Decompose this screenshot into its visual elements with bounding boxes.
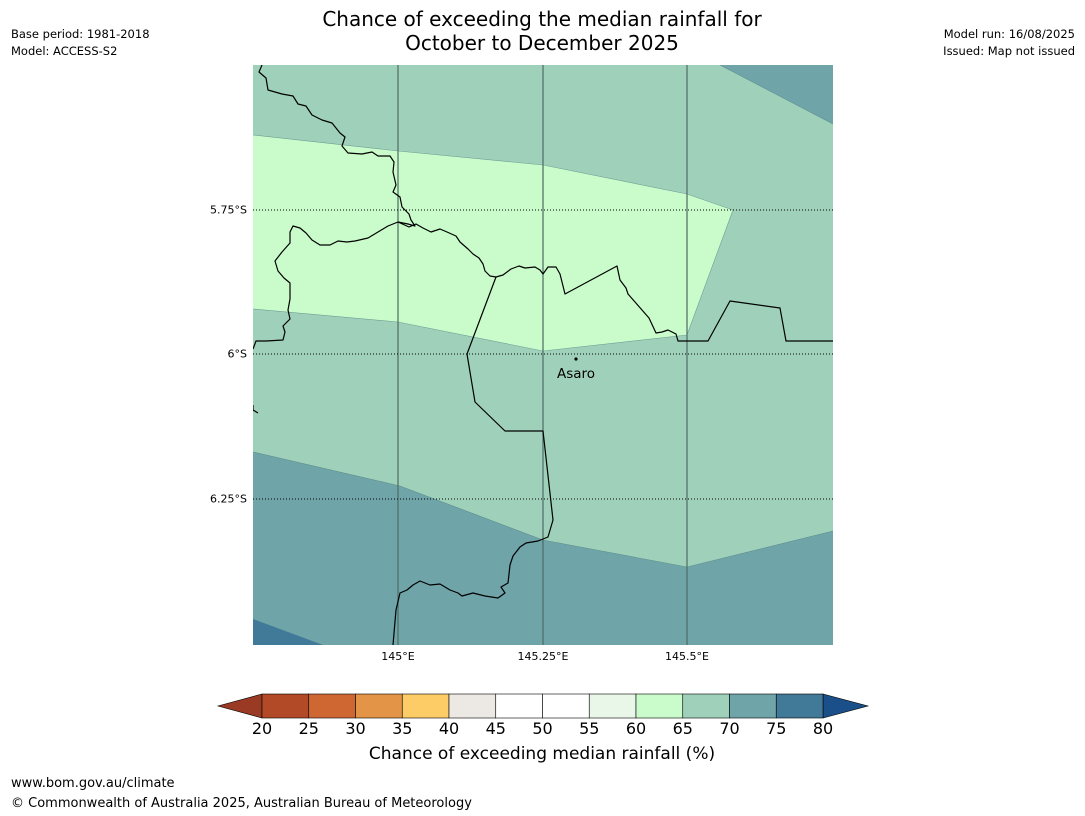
latitude-gridlines (253, 209, 833, 500)
colorbar-tick-label: 40 (438, 719, 460, 738)
band-75-80 (253, 619, 323, 645)
colorbar-segment (635, 693, 684, 719)
footer-url[interactable]: www.bom.gov.au/climate (11, 776, 175, 791)
map-area: Asaro (253, 65, 833, 645)
model-run: Model run: 16/08/2025 (943, 27, 1075, 41)
colorbar-segment (775, 693, 824, 719)
longitude-gridlines (397, 65, 688, 645)
province-boundaries (253, 65, 833, 645)
colorbar (216, 693, 870, 719)
band-60-65 (253, 135, 733, 351)
colorbar-tick-label: 65 (672, 719, 693, 738)
colorbar-tick-label: 50 (532, 719, 553, 738)
colorbar-segment (588, 693, 637, 719)
title-line-2: October to December 2025 (405, 31, 679, 55)
colorbar-segments (261, 693, 824, 719)
colorbar-title: Chance of exceeding median rainfall (%) (368, 744, 716, 764)
lon-label-1455: 145.5°E (665, 650, 709, 663)
colorbar-segment (308, 693, 356, 719)
lat-label-575: 5.75°S (210, 203, 247, 217)
lat-label-6: 6°S (227, 347, 247, 361)
colorbar-tick-label: 30 (345, 719, 366, 738)
asaro-label: Asaro (557, 366, 595, 382)
base-period: Base period: 1981-2018 (11, 27, 150, 41)
colorbar-segment (261, 693, 310, 719)
colorbar-segment (355, 693, 403, 719)
colorbar-tick-label: 75 (766, 719, 787, 738)
colorbar-under-arrow (216, 693, 263, 719)
colorbar-segment (448, 693, 497, 719)
contour-line (719, 65, 833, 125)
lon-label-145: 145°E (381, 650, 415, 663)
colorbar-tick-label: 55 (579, 719, 600, 738)
map-title: Chance of exceeding the median rainfall … (242, 7, 842, 55)
meta-left: Base period: 1981-2018 Model: ACCESS-S2 (11, 26, 150, 60)
lon-label-14525: 145.25°E (517, 650, 569, 663)
colorbar-tick-label: 20 (251, 719, 273, 738)
model-name: Model: ACCESS-S2 (11, 44, 118, 58)
lat-label-625: 6.25°S (210, 492, 247, 506)
colorbar-segment (729, 693, 777, 719)
issued-status: Issued: Map not issued (943, 44, 1075, 58)
colorbar-tick-label: 35 (392, 719, 413, 738)
colorbar-tick-label: 60 (625, 719, 647, 738)
footer-copyright: © Commonwealth of Australia 2025, Austra… (11, 796, 472, 811)
colorbar-tick-label: 80 (812, 719, 834, 738)
colorbar-segment (401, 693, 450, 719)
colorbar-tick-label: 25 (298, 719, 319, 738)
meta-right: Model run: 16/08/2025 Issued: Map not is… (943, 26, 1075, 60)
colorbar-segment (542, 693, 590, 719)
colorbar-segment (495, 693, 543, 719)
colorbar-segment (682, 693, 730, 719)
title-line-1: Chance of exceeding the median rainfall … (322, 7, 762, 31)
colorbar-tick-label: 45 (485, 719, 506, 738)
colorbar-tick-label: 70 (719, 719, 740, 738)
colorbar-over-arrow (822, 693, 870, 719)
asaro-marker (574, 357, 578, 361)
